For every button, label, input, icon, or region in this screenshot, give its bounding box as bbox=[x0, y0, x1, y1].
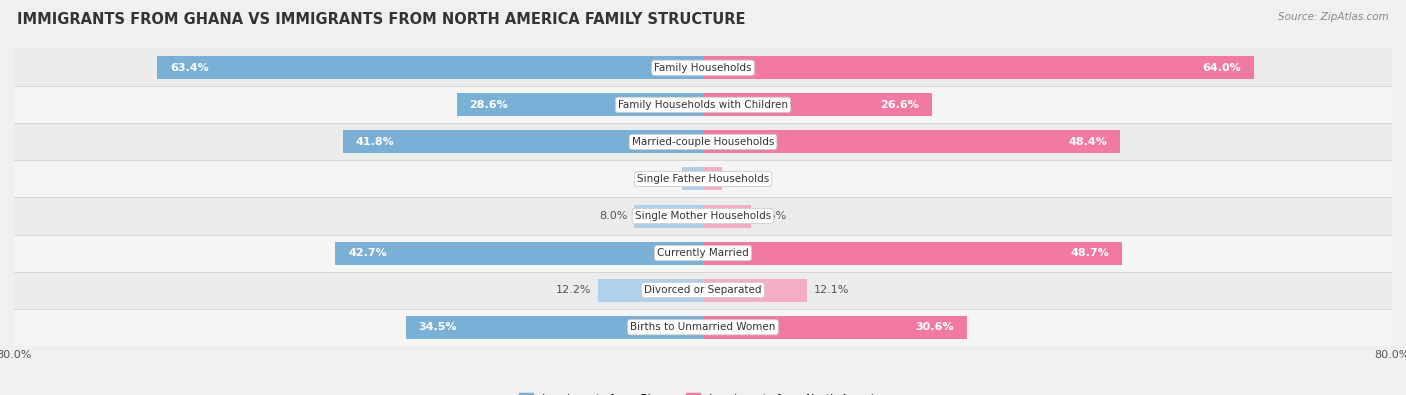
Text: Currently Married: Currently Married bbox=[657, 248, 749, 258]
Text: 34.5%: 34.5% bbox=[419, 322, 457, 332]
Text: 12.1%: 12.1% bbox=[814, 285, 849, 295]
Bar bbox=[335, 242, 703, 265]
Text: Family Households with Children: Family Households with Children bbox=[619, 100, 787, 110]
Text: 28.6%: 28.6% bbox=[470, 100, 509, 110]
Bar bbox=[682, 167, 703, 190]
Bar bbox=[703, 205, 751, 228]
Bar bbox=[14, 49, 1392, 87]
Bar bbox=[703, 242, 1122, 265]
Bar bbox=[703, 56, 1254, 79]
Bar bbox=[598, 278, 703, 302]
Bar bbox=[14, 160, 1392, 198]
Text: 2.2%: 2.2% bbox=[728, 174, 758, 184]
Bar bbox=[14, 198, 1392, 235]
Text: Source: ZipAtlas.com: Source: ZipAtlas.com bbox=[1278, 12, 1389, 22]
Bar bbox=[14, 308, 1392, 346]
Bar bbox=[703, 130, 1119, 153]
Bar bbox=[457, 93, 703, 117]
Text: 48.4%: 48.4% bbox=[1069, 137, 1107, 147]
Text: 26.6%: 26.6% bbox=[880, 100, 920, 110]
Bar bbox=[14, 87, 1392, 123]
Text: 5.6%: 5.6% bbox=[758, 211, 786, 221]
Text: Family Households: Family Households bbox=[654, 63, 752, 73]
Bar bbox=[634, 205, 703, 228]
Bar bbox=[703, 167, 721, 190]
Bar bbox=[14, 235, 1392, 272]
Text: Single Father Households: Single Father Households bbox=[637, 174, 769, 184]
Bar bbox=[406, 316, 703, 339]
Text: Divorced or Separated: Divorced or Separated bbox=[644, 285, 762, 295]
Bar bbox=[703, 278, 807, 302]
Text: 12.2%: 12.2% bbox=[555, 285, 591, 295]
Bar bbox=[14, 123, 1392, 160]
Legend: Immigrants from Ghana, Immigrants from North America: Immigrants from Ghana, Immigrants from N… bbox=[515, 389, 891, 395]
Text: 2.4%: 2.4% bbox=[647, 174, 675, 184]
Bar bbox=[157, 56, 703, 79]
Text: 48.7%: 48.7% bbox=[1071, 248, 1109, 258]
Text: 8.0%: 8.0% bbox=[599, 211, 627, 221]
Text: 41.8%: 41.8% bbox=[356, 137, 395, 147]
Text: 30.6%: 30.6% bbox=[915, 322, 953, 332]
Text: Married-couple Households: Married-couple Households bbox=[631, 137, 775, 147]
Bar bbox=[14, 272, 1392, 308]
Text: 63.4%: 63.4% bbox=[170, 63, 208, 73]
Text: 42.7%: 42.7% bbox=[349, 248, 387, 258]
Text: IMMIGRANTS FROM GHANA VS IMMIGRANTS FROM NORTH AMERICA FAMILY STRUCTURE: IMMIGRANTS FROM GHANA VS IMMIGRANTS FROM… bbox=[17, 12, 745, 27]
Bar bbox=[703, 316, 966, 339]
Text: Single Mother Households: Single Mother Households bbox=[636, 211, 770, 221]
Text: 64.0%: 64.0% bbox=[1202, 63, 1241, 73]
Bar bbox=[703, 93, 932, 117]
Text: Births to Unmarried Women: Births to Unmarried Women bbox=[630, 322, 776, 332]
Bar bbox=[343, 130, 703, 153]
